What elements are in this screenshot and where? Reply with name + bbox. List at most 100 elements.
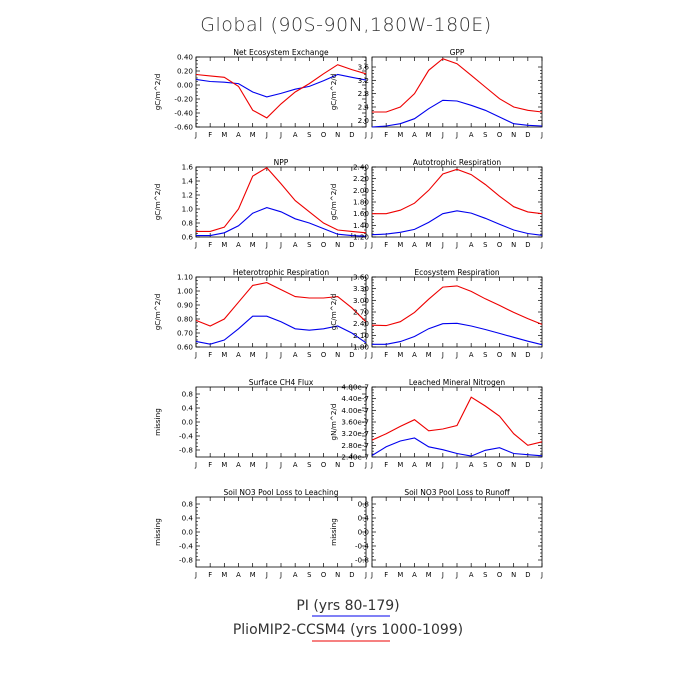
x-tick-label: F (208, 461, 212, 469)
y-tick-label: 3.60 (353, 273, 369, 282)
x-tick-label: D (525, 131, 530, 139)
legend-pi-label: PI (yrs 80-179) (296, 598, 399, 614)
y-tick-label: 0.00 (177, 81, 193, 90)
legend: PI (yrs 80-179) PlioMIP2-CCSM4 (yrs 1000… (233, 598, 463, 642)
plot-frame (371, 166, 543, 238)
x-tick-label: A (412, 241, 417, 249)
x-tick-label: N (511, 241, 516, 249)
panel-title: Leached Mineral Nitrogen (409, 378, 505, 387)
x-tick-label: M (250, 571, 256, 579)
x-tick-label: A (293, 571, 298, 579)
series-line-plio (371, 285, 543, 327)
x-tick-label: J (455, 571, 458, 579)
x-tick-label: S (307, 131, 311, 139)
x-tick-label: O (321, 571, 326, 579)
x-tick-label: J (370, 571, 373, 579)
x-tick-label: J (279, 241, 282, 249)
y-tick-label: 0.60 (177, 343, 193, 352)
y-tick-label: -0.40 (174, 109, 193, 118)
x-tick-label: J (265, 571, 268, 579)
series-line-pi (195, 315, 367, 345)
x-tick-label: J (441, 351, 444, 359)
y-tick-label: 4.00e-7 (341, 406, 369, 415)
y-tick-label: 0.0 (182, 528, 194, 537)
y-axis-label: gC/m^2/d (329, 184, 338, 221)
x-tick-label: J (540, 131, 543, 139)
y-tick-label: 0.4 (182, 514, 194, 523)
x-tick-label: D (349, 351, 354, 359)
x-tick-label: S (307, 351, 311, 359)
y-tick-label: 0.8 (182, 390, 194, 399)
panel-0: Net Ecosystem Exchange 0.40 0.20 0.00 -0.20 -… (153, 48, 367, 139)
x-tick-label: J (279, 461, 282, 469)
x-tick-label: N (335, 351, 340, 359)
y-tick-label: 0.8 (358, 500, 370, 509)
x-tick-label: J (455, 241, 458, 249)
x-tick-label: M (221, 131, 227, 139)
y-tick-label: 0.4 (358, 514, 370, 523)
x-tick-label: D (525, 571, 530, 579)
x-tick-label: F (208, 241, 212, 249)
x-tick-label: J (455, 351, 458, 359)
x-tick-label: M (397, 131, 403, 139)
y-tick-label: 1.6 (182, 163, 194, 172)
panels-group: Net Ecosystem Exchange 0.40 0.20 0.00 -0.20 -… (153, 48, 543, 579)
y-tick-label: 3.2 (358, 76, 369, 85)
y-tick-label: 2.8 (358, 89, 370, 98)
x-tick-label: J (265, 241, 268, 249)
y-tick-label: 0.70 (177, 329, 193, 338)
y-axis-label: missing (329, 518, 338, 546)
x-tick-label: A (412, 351, 417, 359)
panel-title: Ecosystem Respiration (414, 268, 499, 277)
y-tick-label: 4.40e-7 (341, 394, 369, 403)
x-tick-label: J (540, 571, 543, 579)
x-tick-label: M (397, 571, 403, 579)
x-tick-label: S (483, 571, 487, 579)
y-tick-label: 1.00 (177, 287, 193, 296)
y-tick-label: 2.40e-7 (341, 453, 369, 462)
x-tick-label: M (250, 351, 256, 359)
series-line-pi (372, 322, 543, 346)
y-axis-label: missing (153, 408, 162, 436)
x-tick-label: F (384, 461, 388, 469)
y-axis-label: gC/m^2/d (153, 294, 162, 331)
plot-frame (371, 386, 543, 458)
x-tick-label: J (265, 131, 268, 139)
y-tick-label: 2.40 (353, 319, 369, 328)
x-tick-label: M (221, 461, 227, 469)
y-tick-label: 1.4 (182, 177, 194, 186)
y-tick-label: 2.80e-7 (341, 441, 369, 450)
x-tick-label: F (384, 241, 388, 249)
y-tick-label: 1.60 (353, 209, 369, 218)
x-tick-label: F (208, 351, 212, 359)
y-axis-label: gC/m^2/d (329, 74, 338, 111)
panel-3: Autotrophic Respiration 2.40 2.20 2.00 1.80 1… (329, 158, 543, 249)
y-tick-label: 2.10 (353, 331, 369, 340)
x-tick-label: O (497, 461, 502, 469)
x-tick-label: S (483, 461, 487, 469)
y-tick-label: 3.60e-7 (341, 418, 369, 427)
series-line-pi (195, 73, 367, 98)
x-tick-label: O (321, 131, 326, 139)
panel-title: Net Ecosystem Exchange (233, 48, 329, 57)
x-tick-label: F (208, 131, 212, 139)
x-tick-label: M (426, 571, 432, 579)
plot-frame (371, 496, 543, 568)
y-tick-label: 1.80 (353, 343, 369, 352)
x-tick-label: O (497, 131, 502, 139)
x-tick-label: N (335, 461, 340, 469)
y-tick-label: -0.8 (179, 556, 193, 565)
x-tick-label: A (412, 461, 417, 469)
x-tick-label: N (335, 241, 340, 249)
figure-title: Global (90S-90N,180W-180E) (200, 14, 491, 36)
series-line-plio (196, 166, 367, 234)
x-tick-label: N (511, 461, 516, 469)
x-tick-label: A (236, 571, 241, 579)
x-tick-label: M (221, 351, 227, 359)
x-tick-label: S (483, 351, 487, 359)
x-tick-label: M (250, 461, 256, 469)
series-line-plio (372, 58, 543, 113)
y-tick-label: 0.40 (177, 53, 193, 62)
x-tick-label: M (221, 241, 227, 249)
